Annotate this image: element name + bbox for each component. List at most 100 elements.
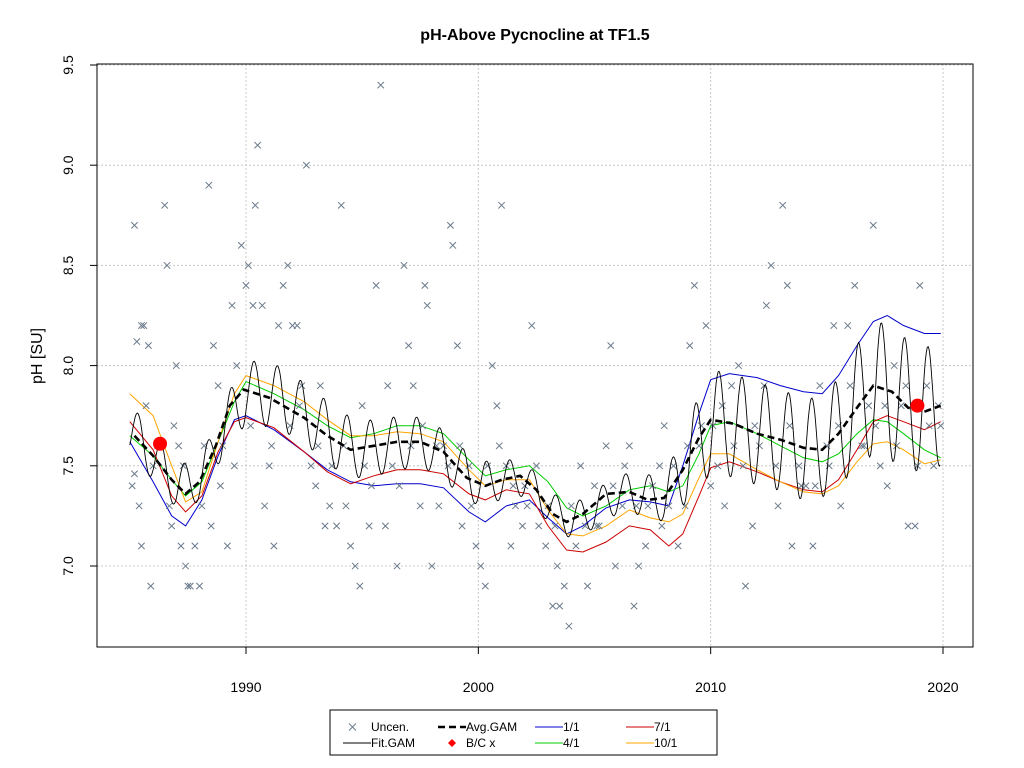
uncen-point [502,462,510,470]
uncen-point [209,342,218,350]
legend-label-fit: Fit.GAM [371,736,415,750]
legend: Uncen. Fit.GAM Avg.GAM B/C x 1/1 4/1 7/1 10/1 [329,709,718,756]
uncen-point [741,582,750,590]
axes: 1990 2000 2010 2020 7.0 7.5 8.0 8.5 9.0 9.5 [60,55,959,695]
uncen-point [216,482,224,490]
uncen-point [130,221,139,229]
uncen-point [230,462,238,470]
uncen-point [869,221,877,229]
uncen-point [205,181,213,189]
uncen-point [449,241,457,249]
uncen-point [507,542,515,550]
uncen-point [602,442,610,450]
uncen-point [477,562,485,570]
uncen-point [923,382,931,390]
uncen-point [625,442,633,450]
uncen-point [925,422,933,430]
uncen-point [846,382,854,390]
legend-label-s4-1: 4/1 [563,736,580,750]
uncen-point [609,482,617,490]
uncen-point [730,442,738,450]
legend-swatch-uncen [348,723,357,731]
uncen-point [495,442,503,450]
uncen-point [844,321,852,330]
fit-gam-curve-layer [129,322,941,538]
uncen-point [184,582,192,590]
uncen-point [407,442,415,450]
uncen-point [163,261,171,269]
uncen-point [172,362,180,370]
uncen-point [337,201,345,209]
uncen-point [421,281,429,289]
uncen-point [372,281,380,289]
uncen-point [630,602,638,610]
uncen-point [865,402,873,410]
uncen-point [493,402,501,410]
uncen-point [707,482,715,490]
uncen-point [595,522,603,530]
legend-box [329,709,718,756]
uncen-point [686,342,694,350]
grid-lines [97,64,973,647]
uncen-point [767,261,775,269]
uncen-point [607,342,615,350]
uncen-point [565,622,573,630]
uncen-point [251,201,259,209]
y-axis-label: pH [SU] [29,328,46,384]
uncen-point [409,382,417,390]
uncen-point [795,462,803,470]
uncen-point [312,482,320,490]
fit-gam-curve [129,322,941,538]
bc-points-layer [153,398,925,451]
uncen-point [883,482,891,490]
bc-point [910,398,925,413]
uncen-point [751,422,759,430]
uncen-point [384,382,392,390]
legend-label-s10-1: 10/1 [654,736,678,750]
uncen-point [144,342,152,350]
uncen-point [690,281,698,289]
uncen-point [553,562,561,570]
uncen-point [456,442,464,450]
uncen-point [302,161,310,169]
uncen-point [816,382,824,390]
uncen-point [137,542,146,550]
uncen-point [783,281,791,289]
uncen-point [198,502,206,510]
uncen-point [128,482,136,490]
uncen-point [911,522,919,530]
uncen-point [697,422,705,430]
uncen-point [381,522,389,530]
uncen-point [718,402,726,410]
uncen-point [358,402,366,410]
uncen-point [168,522,176,530]
uncen-point [897,402,905,410]
uncen-point [142,402,150,410]
uncen-point [560,582,568,590]
uncen-point [365,522,373,530]
uncen-point [326,502,334,510]
uncen-point [182,562,190,570]
uncen-point [133,337,141,346]
uncen-point [811,482,819,490]
uncen-point [214,382,222,390]
uncen-point [395,482,403,490]
uncen-point [572,542,580,550]
uncen-point [135,502,143,510]
uncen-point [247,422,255,430]
uncen-point [388,462,396,470]
uncen-point [762,301,770,310]
uncen-point [175,442,183,450]
uncen-point [268,442,276,450]
y-tick-label: 9.0 [60,155,76,175]
uncen-point [683,442,691,450]
uncen-point [165,502,173,510]
uncen-point [244,261,252,269]
uncen-point [228,301,236,310]
uncen-point [809,542,817,550]
uncen-point [488,362,496,370]
avg-gam-curve [133,384,942,524]
uncen-point [186,582,194,590]
uncen-point [498,201,506,209]
